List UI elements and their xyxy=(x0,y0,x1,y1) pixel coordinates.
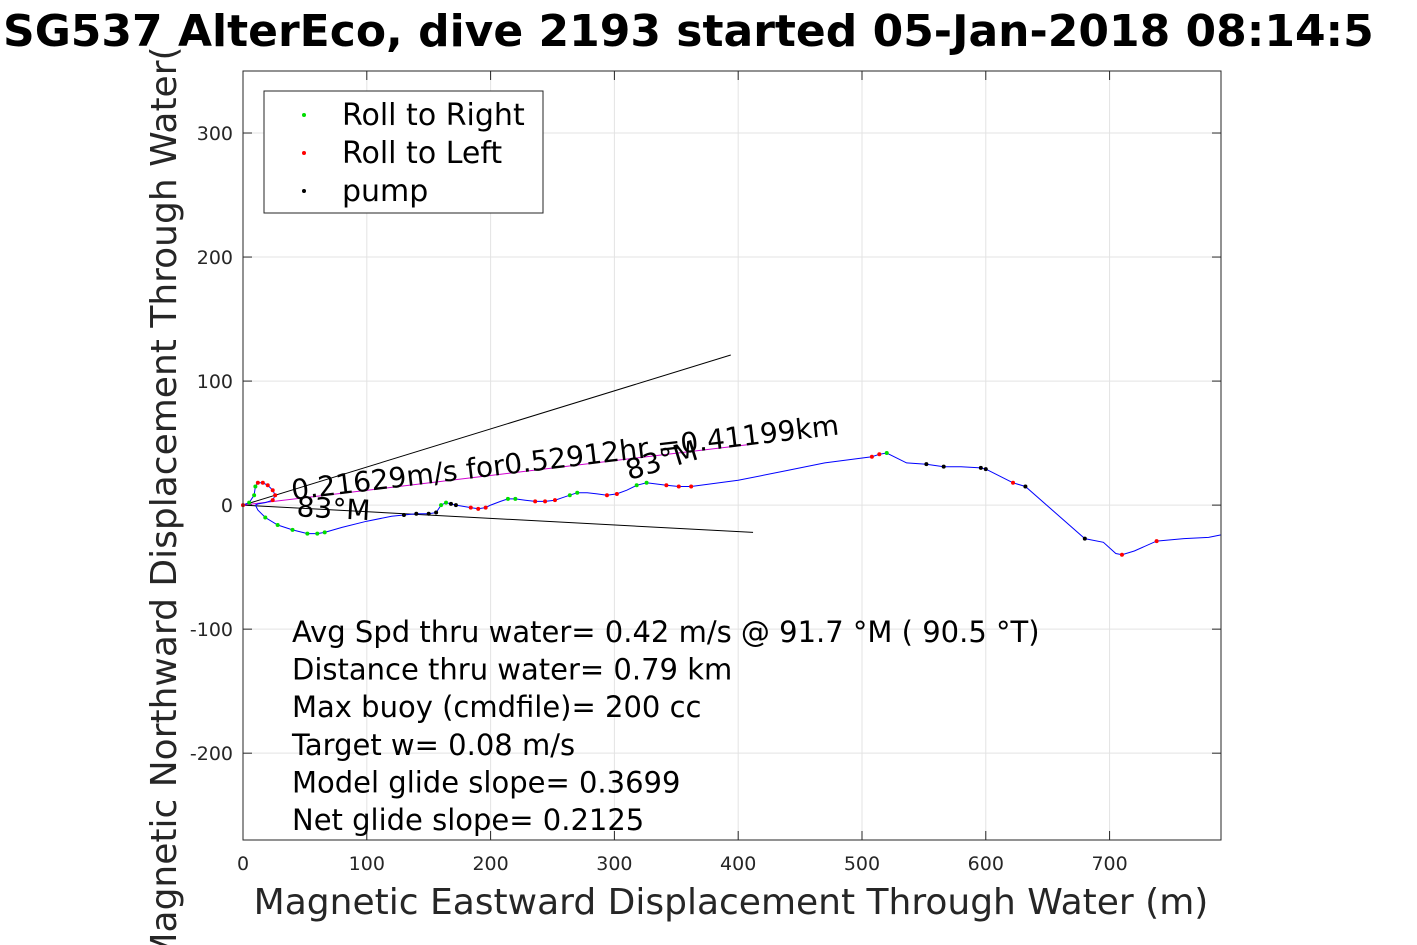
x-tick-label: 700 xyxy=(1091,853,1127,875)
roll-right-point xyxy=(253,484,258,489)
roll-right-point xyxy=(247,500,252,505)
stat-line: Max buoy (cmdfile)= 200 cc xyxy=(292,690,701,724)
legend-label-pump: pump xyxy=(342,174,428,209)
y-tick-label: 300 xyxy=(197,123,233,145)
roll-right-point xyxy=(252,493,257,498)
roll-left-point xyxy=(1154,539,1159,544)
roll-left-point xyxy=(273,493,278,498)
stat-line: Model glide slope= 0.3699 xyxy=(292,765,680,799)
pump-point xyxy=(978,465,983,470)
pump-point xyxy=(401,513,406,518)
x-tick-label: 100 xyxy=(349,853,385,875)
legend-label-roll-left: Roll to Left xyxy=(342,136,502,171)
track-line xyxy=(242,452,1222,556)
roll-left-point xyxy=(543,499,548,504)
reference-lines xyxy=(242,354,754,533)
pump-point xyxy=(453,503,458,508)
roll-right-point xyxy=(505,496,510,501)
roll-left-point xyxy=(689,484,694,489)
roll-left-point xyxy=(552,498,557,503)
roll-left-point xyxy=(877,452,882,457)
heading-line xyxy=(242,504,754,533)
pump-point xyxy=(448,501,453,506)
current-line xyxy=(242,443,751,506)
stat-line: Net glide slope= 0.2125 xyxy=(292,803,644,837)
heading-label-lower: 83°M xyxy=(296,490,371,527)
roll-right-point xyxy=(444,500,449,505)
y-tick-label: 0 xyxy=(221,495,233,517)
roll-right-point xyxy=(634,483,639,488)
y-tick-label: -200 xyxy=(190,743,233,765)
roll-left-point xyxy=(869,454,874,459)
roll-right-point xyxy=(884,451,889,456)
roll-left-point xyxy=(270,488,275,493)
pump-point xyxy=(426,511,431,516)
roll-right-point xyxy=(575,490,580,495)
track-markers xyxy=(241,451,1159,557)
y-tick-label: 200 xyxy=(197,247,233,269)
roll-left-point xyxy=(604,493,609,498)
roll-left-point xyxy=(468,505,473,510)
legend: Roll to Right Roll to Left pump xyxy=(263,90,544,214)
x-tick-label: 500 xyxy=(844,853,880,875)
stat-line: Target w= 0.08 m/s xyxy=(291,728,575,762)
roll-right-point xyxy=(567,493,572,498)
roll-right-point xyxy=(439,503,444,508)
x-tick-label: 300 xyxy=(596,853,632,875)
x-axis-label: Magnetic Eastward Displacement Through W… xyxy=(254,882,1209,923)
roll-right-point xyxy=(513,496,518,501)
roll-left-point xyxy=(1119,552,1124,557)
roll-right-point xyxy=(275,522,280,527)
pump-point xyxy=(1023,484,1028,489)
stat-line: Avg Spd thru water= 0.42 m/s @ 91.7 °M (… xyxy=(292,615,1040,649)
roll-left-point xyxy=(476,506,481,511)
y-axis-label: Magnetic Northward Displacement Through … xyxy=(144,46,185,945)
stat-line: Distance thru water= 0.79 km xyxy=(292,653,732,687)
legend-marker-roll-left xyxy=(302,151,306,155)
pump-point xyxy=(983,467,988,472)
roll-right-point xyxy=(315,531,320,536)
x-tick-label: 200 xyxy=(472,853,508,875)
glider-track xyxy=(242,452,1222,556)
roll-left-point xyxy=(483,505,488,510)
x-tick-label: 400 xyxy=(720,853,756,875)
roll-right-point xyxy=(305,531,310,536)
stats-block: Avg Spd thru water= 0.42 m/s @ 91.7 °M (… xyxy=(291,615,1040,837)
pump-point xyxy=(414,511,419,516)
roll-left-point xyxy=(270,498,275,503)
heading-line xyxy=(242,354,731,506)
chart-title: SG537 AlterEco, dive 2193 started 05-Jan… xyxy=(3,6,1374,57)
roll-left-point xyxy=(676,484,681,489)
roll-left-point xyxy=(260,480,265,485)
plot-frame xyxy=(242,70,1222,841)
roll-left-point xyxy=(265,483,270,488)
roll-right-point xyxy=(290,527,295,532)
roll-left-point xyxy=(255,480,260,485)
roll-right-point xyxy=(644,480,649,485)
roll-left-point xyxy=(614,491,619,496)
roll-left-point xyxy=(1011,480,1016,485)
pump-point xyxy=(924,462,929,467)
x-tick-label: 600 xyxy=(968,853,1004,875)
pump-point xyxy=(1082,536,1087,541)
roll-left-point xyxy=(533,499,538,504)
tick-labels: 0 100 200 300 400 500 600 700 -200 -100 0 100 200 300 xyxy=(190,123,1128,875)
x-tick-label: 0 xyxy=(237,853,249,875)
pump-point xyxy=(941,464,946,469)
roll-right-point xyxy=(322,530,327,535)
y-tick-label: 100 xyxy=(197,371,233,393)
legend-label-roll-right: Roll to Right xyxy=(342,98,525,133)
legend-marker-pump xyxy=(302,189,306,193)
roll-right-point xyxy=(263,515,268,520)
roll-left-point xyxy=(664,483,669,488)
legend-marker-roll-right xyxy=(302,113,306,117)
y-tick-label: -100 xyxy=(190,619,233,641)
pump-point xyxy=(434,510,439,515)
legend-box xyxy=(263,90,544,214)
